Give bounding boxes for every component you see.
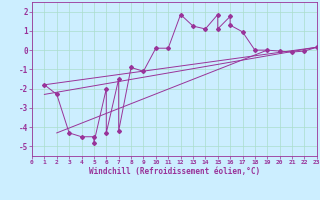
X-axis label: Windchill (Refroidissement éolien,°C): Windchill (Refroidissement éolien,°C) <box>89 167 260 176</box>
